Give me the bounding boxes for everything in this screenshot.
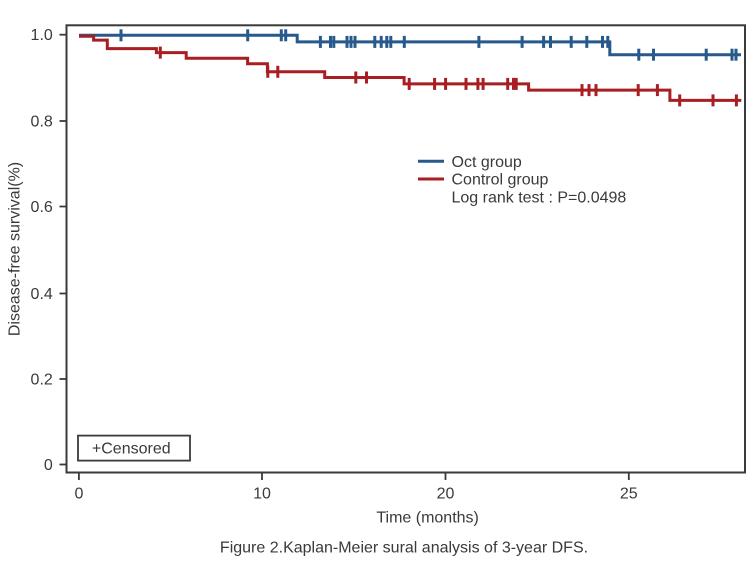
svg-text:0.2: 0.2 xyxy=(31,372,53,389)
svg-text:20: 20 xyxy=(437,485,455,502)
svg-text:+Censored: +Censored xyxy=(92,440,171,457)
svg-text:Disease-free survival(%): Disease-free survival(%) xyxy=(7,162,24,336)
svg-text:0: 0 xyxy=(44,457,53,474)
svg-text:Oct group: Oct group xyxy=(452,154,522,171)
svg-text:0.8: 0.8 xyxy=(31,114,53,131)
svg-text:Figure 2.Kaplan-Meier sural an: Figure 2.Kaplan-Meier sural analysis of … xyxy=(220,540,588,557)
svg-text:10: 10 xyxy=(253,485,271,502)
svg-text:0.6: 0.6 xyxy=(31,199,53,216)
svg-text:1.0: 1.0 xyxy=(31,27,53,44)
svg-text:0.4: 0.4 xyxy=(31,286,53,303)
svg-text:Log rank test : P=0.0498: Log rank test : P=0.0498 xyxy=(452,189,627,206)
svg-text:Time (months): Time (months) xyxy=(376,510,479,527)
svg-text:Control group: Control group xyxy=(452,171,549,188)
svg-text:25: 25 xyxy=(620,485,638,502)
svg-text:0: 0 xyxy=(75,485,84,502)
